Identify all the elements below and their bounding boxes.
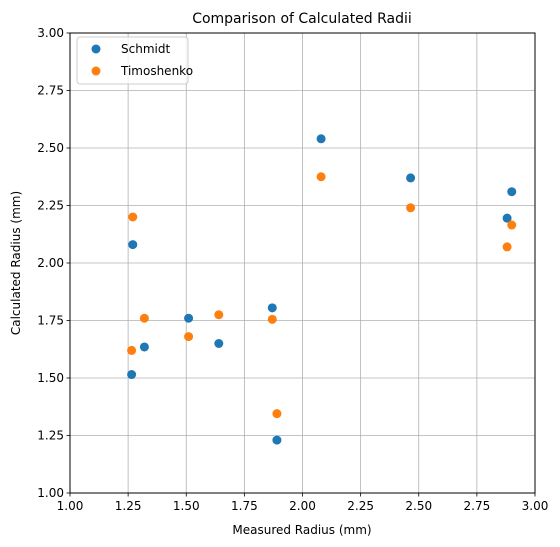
x-tick-label: 1.50 <box>173 499 200 513</box>
chart-title: Comparison of Calculated Radii <box>192 11 412 27</box>
point-schmidt <box>128 240 138 250</box>
point-timoshenko <box>214 310 224 320</box>
series-timoshenko <box>127 172 517 419</box>
point-schmidt <box>406 173 416 183</box>
legend-box <box>76 36 189 85</box>
x-tick-label: 3.00 <box>522 499 549 513</box>
point-timoshenko <box>139 313 149 323</box>
y-tick-label: 1.25 <box>37 429 64 443</box>
x-tick-label: 2.25 <box>347 499 374 513</box>
legend-label-timoshenko: Timoshenko <box>120 64 193 78</box>
legend: Schmidt Timoshenko <box>76 36 193 85</box>
y-tick-label: 1.00 <box>37 486 64 500</box>
y-tick-label: 2.25 <box>37 199 64 213</box>
y-tick-label: 3.00 <box>37 26 64 40</box>
y-tick-label: 1.50 <box>37 371 64 385</box>
point-schmidt <box>272 435 282 445</box>
x-tick-label: 1.75 <box>231 499 258 513</box>
x-axis-ticks: 1.00 1.25 1.50 1.75 2.00 2.25 2.50 2.75 3.00 <box>57 493 549 513</box>
point-timoshenko <box>406 203 416 213</box>
x-tick-label: 1.00 <box>57 499 84 513</box>
x-tick-label: 2.75 <box>464 499 491 513</box>
legend-label-schmidt: Schmidt <box>121 42 170 56</box>
point-schmidt <box>502 213 512 223</box>
x-axis-label: Measured Radius (mm) <box>232 523 371 537</box>
point-timoshenko <box>184 332 194 342</box>
y-tick-label: 2.75 <box>37 84 64 98</box>
data-points <box>127 134 517 445</box>
point-timoshenko <box>507 220 517 230</box>
point-schmidt <box>316 134 326 144</box>
point-schmidt <box>127 370 137 380</box>
point-timoshenko <box>502 242 512 252</box>
x-tick-label: 2.00 <box>289 499 316 513</box>
point-timoshenko <box>272 409 282 419</box>
point-timoshenko <box>127 345 137 355</box>
x-tick-label: 2.50 <box>405 499 432 513</box>
y-tick-label: 2.00 <box>37 256 64 270</box>
point-schmidt <box>184 313 194 323</box>
y-axis-ticks: 1.00 1.25 1.50 1.75 2.00 2.25 2.50 2.75 3.00 <box>37 26 70 500</box>
y-tick-label: 2.50 <box>37 141 64 155</box>
legend-marker-schmidt <box>91 44 101 54</box>
point-timoshenko <box>267 314 277 324</box>
y-axis-label: Calculated Radius (mm) <box>9 191 23 335</box>
point-schmidt <box>267 303 277 313</box>
point-timoshenko <box>128 212 138 222</box>
x-tick-label: 1.25 <box>115 499 142 513</box>
series-schmidt <box>127 134 517 445</box>
point-schmidt <box>214 339 224 348</box>
y-tick-label: 1.75 <box>37 314 64 328</box>
point-schmidt <box>507 187 517 197</box>
point-timoshenko <box>316 172 326 182</box>
point-schmidt <box>139 342 149 352</box>
legend-marker-timoshenko <box>91 66 101 76</box>
